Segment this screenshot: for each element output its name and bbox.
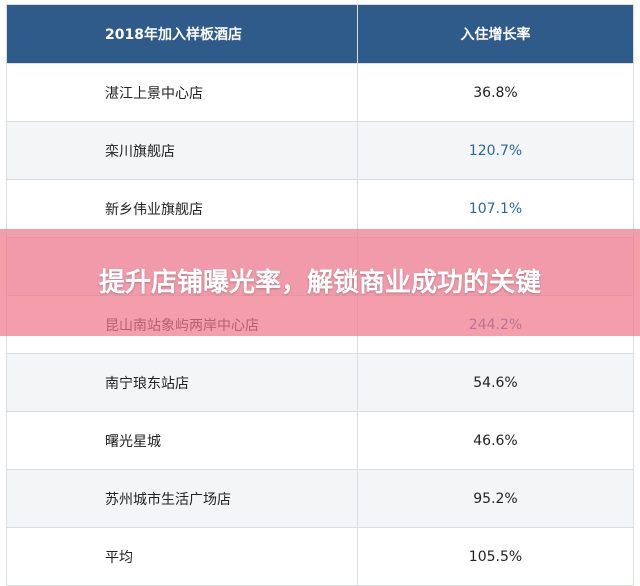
banner: 提升店铺曝光率，解锁商业成功的关键: [0, 229, 640, 336]
growth-rate: 46.6%: [357, 411, 634, 470]
growth-rate: 36.8%: [357, 63, 634, 122]
table-row: 南宁琅东站店 54.6%: [6, 353, 634, 412]
store-name: 新乡伟业旗舰店: [6, 179, 358, 238]
header-row: 2018年加入样板酒店 入住增长率: [6, 4, 634, 64]
growth-rate: 120.7%: [357, 121, 634, 180]
store-name: 栾川旗舰店: [6, 121, 358, 180]
table-row: 湛江上景中心店 36.8%: [6, 63, 634, 122]
growth-rate: 107.1%: [357, 179, 634, 238]
table-row: 平均 105.5%: [6, 527, 634, 586]
store-name: 苏州城市生活广场店: [6, 469, 358, 528]
store-name: 曙光星城: [6, 411, 358, 470]
page: 2018年加入样板酒店 入住增长率 湛江上景中心店 36.8% 栾川旗舰店 120.7…: [0, 4, 640, 586]
table-row: 曙光星城 46.6%: [6, 411, 634, 470]
store-name: 湛江上景中心店: [6, 63, 358, 122]
header-cell: 入住增长率: [357, 4, 634, 64]
store-name: 平均: [6, 527, 358, 586]
table-row: 苏州城市生活广场店 95.2%: [6, 469, 634, 528]
growth-rate: 105.5%: [357, 527, 634, 586]
growth-rate: 54.6%: [357, 353, 634, 412]
header-cell: 2018年加入样板酒店: [6, 4, 358, 64]
table-row: 新乡伟业旗舰店 107.1%: [6, 179, 634, 238]
store-name: 南宁琅东站店: [6, 353, 358, 412]
table-row: 栾川旗舰店 120.7%: [6, 121, 634, 180]
banner-text: 提升店铺曝光率，解锁商业成功的关键: [98, 267, 541, 298]
growth-rate: 95.2%: [357, 469, 634, 528]
